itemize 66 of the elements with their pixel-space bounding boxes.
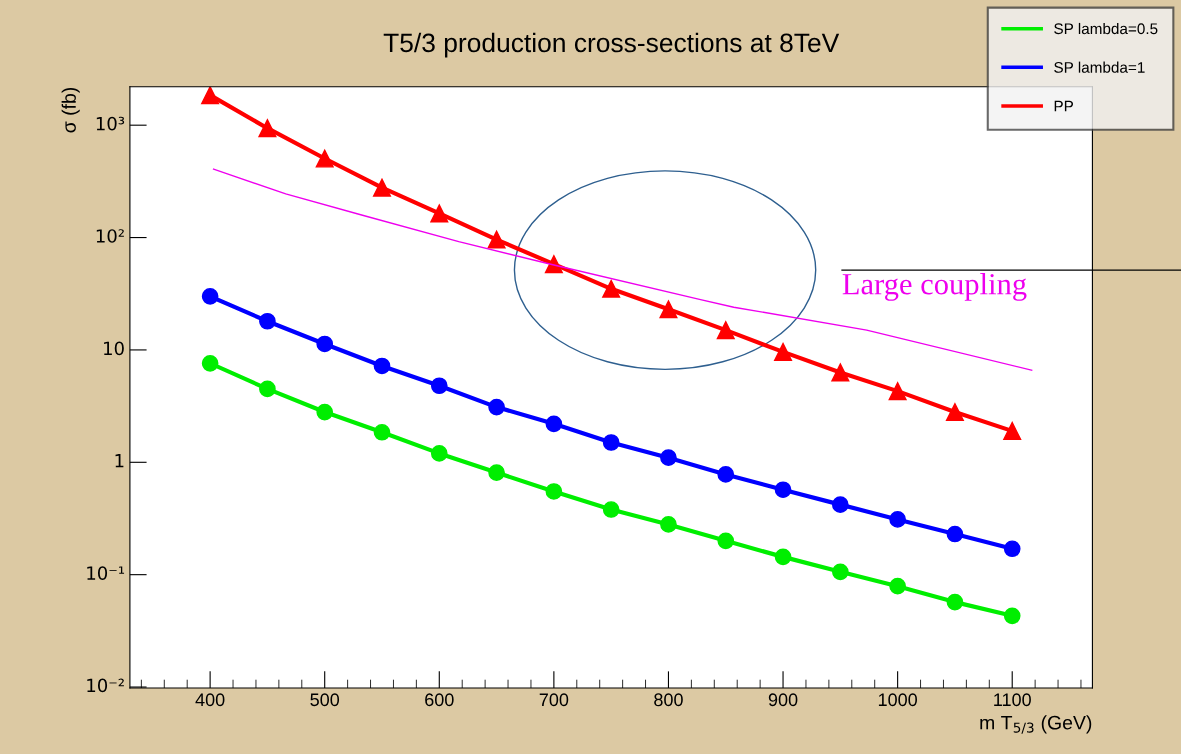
point bbox=[889, 577, 906, 595]
point bbox=[889, 511, 906, 528]
series-label: Large coupling bbox=[842, 272, 1027, 301]
point bbox=[602, 501, 620, 518]
x-tick-label: 500 bbox=[310, 693, 340, 707]
y-tick-label: 10⁻¹ bbox=[87, 566, 125, 580]
point bbox=[831, 363, 850, 382]
point bbox=[315, 149, 334, 168]
point bbox=[946, 525, 964, 543]
point bbox=[1003, 421, 1022, 441]
point bbox=[201, 354, 219, 372]
y-tick-label: 10³ bbox=[96, 116, 125, 131]
point bbox=[201, 287, 219, 305]
point bbox=[774, 548, 792, 566]
x-axis-title: m T$_{5/3}$ (GeV) bbox=[980, 715, 1092, 734]
point bbox=[945, 403, 964, 422]
y-tick-label: 1 bbox=[115, 454, 124, 468]
legend-label: SP lambda=0.5 bbox=[1054, 22, 1158, 35]
y-tick-label: 10 bbox=[104, 341, 124, 356]
legend-label: SP lambda=1 bbox=[1054, 61, 1145, 73]
point bbox=[316, 335, 334, 353]
point bbox=[201, 86, 220, 105]
x-tick-label: 700 bbox=[539, 693, 569, 707]
point bbox=[832, 563, 849, 581]
point bbox=[430, 445, 448, 462]
point bbox=[430, 377, 448, 395]
chart-title: T5/3 production cross-sections at 8TeV bbox=[383, 32, 840, 58]
x-tick-label: 900 bbox=[768, 693, 798, 707]
point bbox=[259, 380, 276, 398]
point bbox=[660, 516, 677, 533]
point bbox=[946, 593, 964, 611]
point bbox=[316, 403, 334, 421]
point bbox=[717, 466, 735, 483]
point bbox=[659, 300, 678, 319]
point bbox=[716, 321, 735, 340]
point bbox=[487, 230, 506, 249]
point bbox=[602, 279, 621, 298]
point bbox=[717, 532, 735, 550]
y-tick-label: 10² bbox=[96, 229, 124, 243]
point bbox=[660, 449, 677, 466]
point bbox=[545, 415, 563, 433]
point bbox=[373, 423, 391, 441]
x-tick-label: 1000 bbox=[878, 693, 918, 707]
point bbox=[774, 481, 792, 499]
point bbox=[488, 464, 505, 481]
point bbox=[372, 178, 392, 197]
point bbox=[832, 496, 849, 513]
point bbox=[373, 357, 391, 375]
point bbox=[1003, 540, 1021, 558]
point bbox=[430, 204, 449, 223]
line-series bbox=[212, 168, 1033, 371]
x-tick-label: 1100 bbox=[994, 693, 1031, 707]
point bbox=[1003, 607, 1021, 625]
point bbox=[888, 382, 907, 401]
x-tick-label: 800 bbox=[654, 693, 683, 707]
x-tick-label: 600 bbox=[425, 693, 454, 707]
point bbox=[259, 312, 276, 330]
x-tick-label: 400 bbox=[195, 693, 225, 707]
y-tick-label: 10⁻² bbox=[87, 678, 124, 693]
y-axis-title: σ (fb) bbox=[61, 87, 80, 133]
point bbox=[602, 434, 620, 451]
point bbox=[258, 119, 277, 138]
legend-label: PP bbox=[1054, 100, 1074, 112]
point bbox=[545, 483, 563, 500]
point bbox=[488, 398, 505, 416]
point bbox=[774, 342, 793, 361]
